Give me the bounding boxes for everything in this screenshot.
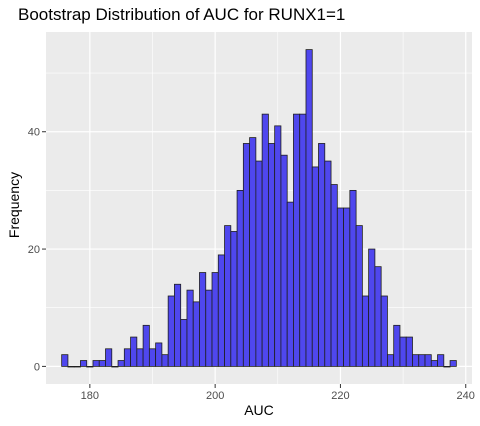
histogram-bar <box>349 189 357 367</box>
histogram-bar <box>192 301 200 367</box>
histogram-bar <box>255 160 263 367</box>
histogram-bar <box>274 125 282 367</box>
histogram-bar <box>412 354 420 367</box>
histogram-bar <box>180 319 188 367</box>
histogram-bar <box>61 354 69 367</box>
histogram-bar <box>142 324 150 367</box>
histogram-bar <box>299 113 307 367</box>
histogram-bar <box>330 184 338 367</box>
axis-ticks <box>42 131 467 388</box>
histogram-bar <box>98 360 106 367</box>
histogram-bar <box>418 354 426 367</box>
histogram-bar <box>224 225 232 367</box>
histogram-bar <box>286 201 294 367</box>
histogram-bar <box>261 113 269 367</box>
histogram-bar <box>130 336 138 367</box>
histogram-bar <box>174 283 182 367</box>
x-tick-label: 240 <box>457 390 475 402</box>
histogram-bar <box>293 113 301 367</box>
y-axis-label: Frequency <box>6 171 22 239</box>
histogram-bar <box>242 143 251 367</box>
histogram-bar <box>368 248 376 367</box>
histogram-bar <box>161 354 169 367</box>
x-axis-label: AUC <box>244 402 274 418</box>
histogram-bar <box>424 354 432 367</box>
histogram-bar <box>336 207 344 367</box>
histogram-bar <box>167 295 175 367</box>
tick-labels: 180 200 220 240 0 20 40 <box>28 127 475 402</box>
histogram-bar <box>80 360 88 367</box>
histogram-bar <box>355 225 363 367</box>
histogram-bar <box>430 360 438 367</box>
chart-title: Bootstrap Distribution of AUC for RUNX1=… <box>18 5 346 24</box>
histogram-bar <box>136 348 144 367</box>
histogram-bar <box>449 360 457 367</box>
histogram-bar <box>186 289 194 367</box>
histogram-bar <box>148 348 157 367</box>
histogram-bar <box>393 324 401 367</box>
histogram-bar <box>343 207 351 367</box>
histogram-bar <box>311 166 319 367</box>
histogram-bar <box>205 289 213 367</box>
histogram-bar <box>405 336 413 367</box>
histogram-bar <box>399 336 407 367</box>
histogram-bar <box>267 143 276 367</box>
histogram-bar <box>249 137 257 367</box>
histogram-bar <box>73 365 81 368</box>
histogram-bar <box>361 295 370 367</box>
y-tick-label: 0 <box>34 361 40 373</box>
histogram-bars <box>61 49 457 368</box>
histogram-bar <box>305 49 313 367</box>
histogram-bar <box>211 272 219 367</box>
histogram-bar <box>117 360 125 367</box>
histogram-bar <box>318 143 326 367</box>
x-tick-label: 180 <box>81 390 99 402</box>
histogram-bar <box>86 365 94 368</box>
histogram-bar <box>111 365 119 368</box>
histogram-bar <box>123 348 131 367</box>
histogram-bar <box>67 365 75 368</box>
histogram-bar <box>199 272 207 367</box>
histogram-bar <box>105 348 113 367</box>
x-tick-label: 220 <box>331 390 349 402</box>
histogram-bar <box>443 365 451 368</box>
histogram-bar <box>324 160 332 367</box>
histogram-bar <box>236 189 244 367</box>
histogram-bar <box>230 231 238 367</box>
histogram-bar <box>387 354 395 367</box>
histogram-bar <box>155 342 163 367</box>
y-tick-label: 40 <box>28 127 40 139</box>
histogram-bar <box>217 254 225 367</box>
histogram-bar <box>374 266 382 367</box>
histogram-bar <box>380 295 388 367</box>
histogram-bar <box>92 360 100 367</box>
histogram-bar <box>437 354 445 367</box>
y-tick-label: 20 <box>28 244 40 256</box>
histogram-bar <box>280 154 288 367</box>
x-tick-label: 200 <box>206 390 224 402</box>
